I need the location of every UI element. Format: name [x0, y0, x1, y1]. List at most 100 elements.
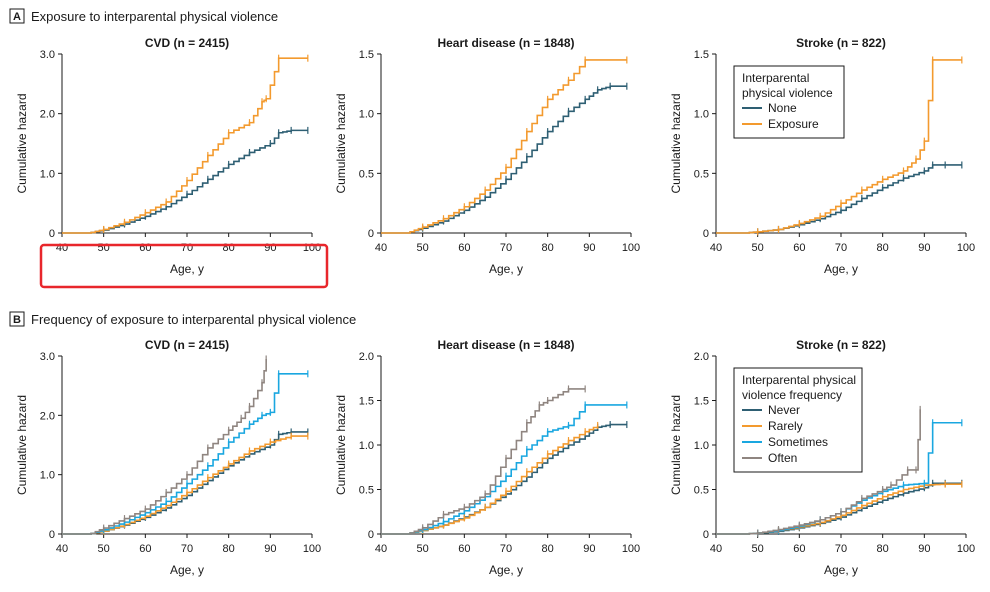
y-tick-label: 0 [703, 529, 709, 541]
series-line-often [381, 388, 586, 535]
series-line-never [381, 423, 627, 535]
legend-box [733, 65, 845, 139]
x-tick-label: 80 [223, 543, 235, 555]
x-tick-label: 60 [139, 543, 151, 555]
series-line-often [62, 358, 267, 535]
chart-title: CVD (n = 2415) [145, 36, 229, 50]
y-tick-label: 1.5 [359, 49, 374, 61]
x-tick-label: 100 [957, 543, 975, 555]
section-a-header: A Exposure to interparental physical vio… [9, 8, 278, 24]
x-tick-label: 90 [264, 543, 276, 555]
x-tick-label: 100 [303, 543, 321, 555]
section-b-header: B Frequency of exposure to interparental… [9, 311, 356, 327]
y-tick-label: 2.0 [359, 351, 374, 363]
legend-item-label: Sometimes [768, 435, 828, 449]
x-tick-label: 100 [622, 543, 640, 555]
series-line-exposure [381, 59, 627, 234]
y-tick-label: 1.0 [694, 109, 709, 121]
legend-title: violence frequency [742, 388, 842, 402]
x-tick-label: 40 [710, 543, 722, 555]
y-tick-label: 1.0 [694, 440, 709, 452]
y-tick-label: 1.5 [694, 396, 709, 408]
chart-title: CVD (n = 2415) [145, 338, 229, 352]
series-line-rarely [716, 483, 962, 535]
series-line-exposure [62, 57, 308, 234]
series-line-sometimes [381, 404, 627, 535]
y-tick-label: 0 [368, 228, 374, 240]
chart-title: Heart disease (n = 1848) [437, 338, 574, 352]
chart-panel: Heart disease (n = 1848) 0 0.5 1.0 1.5 40 50 60… [334, 36, 640, 276]
x-axis-label: Age, y [824, 262, 858, 276]
legend-title: Interparental [742, 71, 809, 85]
x-tick-label: 70 [181, 543, 193, 555]
x-tick-label: 60 [793, 543, 805, 555]
x-axis-label: Age, y [170, 262, 204, 276]
legend-item-label: None [768, 101, 797, 115]
section-a-title: Exposure to interparental physical viole… [31, 9, 278, 24]
y-tick-label: 2.0 [40, 410, 55, 422]
panels: CVD (n = 2415) 0 1.0 2.0 3.0 40 50 60 70 80 90 100 A… [15, 36, 975, 577]
series-line-rarely [381, 425, 599, 535]
chart-title: Stroke (n = 822) [796, 36, 886, 50]
y-tick-label: 0 [368, 529, 374, 541]
x-tick-label: 90 [583, 242, 595, 254]
y-tick-label: 0.5 [359, 485, 374, 497]
chart-title: Stroke (n = 822) [796, 338, 886, 352]
x-tick-label: 50 [417, 543, 429, 555]
x-tick-label: 90 [918, 543, 930, 555]
y-axis-label: Cumulative hazard [669, 93, 683, 193]
legend-title: Interparental physical [742, 373, 856, 387]
y-tick-label: 0.5 [694, 485, 709, 497]
y-axis-label: Cumulative hazard [15, 395, 29, 495]
series-line-exposure [716, 59, 962, 234]
x-axis-label: Age, y [170, 563, 204, 577]
section-b-title: Frequency of exposure to interparental p… [31, 312, 356, 327]
x-tick-label: 40 [56, 543, 68, 555]
y-tick-label: 1.0 [359, 440, 374, 452]
x-tick-label: 50 [98, 543, 110, 555]
x-tick-label: 80 [877, 242, 889, 254]
x-tick-label: 60 [458, 242, 470, 254]
x-axis-label: Age, y [489, 262, 523, 276]
y-axis-label: Cumulative hazard [669, 395, 683, 495]
y-tick-label: 0 [49, 228, 55, 240]
x-tick-label: 40 [375, 543, 387, 555]
legend-item-label: Rarely [768, 419, 803, 433]
chart-panel: CVD (n = 2415)01.02.03.040 50 60 70 80 90 100A… [15, 338, 321, 577]
section-b-letter-box [9, 311, 25, 327]
legend-item-label: Exposure [768, 117, 819, 131]
x-tick-label: 80 [542, 543, 554, 555]
x-tick-label: 70 [500, 543, 512, 555]
section-b-letter: B [13, 314, 21, 326]
x-tick-label: 50 [752, 543, 764, 555]
x-tick-label: 50 [752, 242, 764, 254]
y-tick-label: 2.0 [40, 109, 55, 121]
x-tick-label: 50 [417, 242, 429, 254]
section-a-letter-box [9, 8, 25, 24]
y-tick-label: 0 [703, 228, 709, 240]
x-tick-label: 70 [835, 543, 847, 555]
x-tick-label: 60 [458, 543, 470, 555]
y-tick-label: 0.5 [694, 168, 709, 180]
x-tick-label: 60 [793, 242, 805, 254]
x-tick-label: 90 [583, 543, 595, 555]
y-tick-label: 0.5 [359, 168, 374, 180]
y-axis-label: Cumulative hazard [334, 93, 348, 193]
x-tick-label: 40 [375, 242, 387, 254]
chart-panel: Stroke (n = 822) 0 0.5 1.0 1.5 40 50 60 70 80 90 10… [669, 36, 975, 276]
y-tick-label: 1.5 [359, 396, 374, 408]
x-tick-label: 80 [542, 242, 554, 254]
chart-panel: Stroke (n = 822) 0 0.5 1.0 1.5 2.0 40 50 60 70 80 9… [669, 338, 975, 577]
series-line-none [716, 164, 962, 234]
y-tick-label: 1.0 [40, 470, 55, 482]
series-line-none [62, 129, 308, 234]
y-axis-label: Cumulative hazard [334, 395, 348, 495]
series-line-never [716, 482, 962, 535]
y-tick-label: 2.0 [694, 351, 709, 363]
chart-panel: CVD (n = 2415)01.02.03.040 50 60 70 80 90 100A… [15, 36, 321, 276]
legend-item-label: Often [768, 451, 797, 465]
series-line-rarely [62, 435, 308, 535]
legend-title: physical violence [742, 86, 833, 100]
